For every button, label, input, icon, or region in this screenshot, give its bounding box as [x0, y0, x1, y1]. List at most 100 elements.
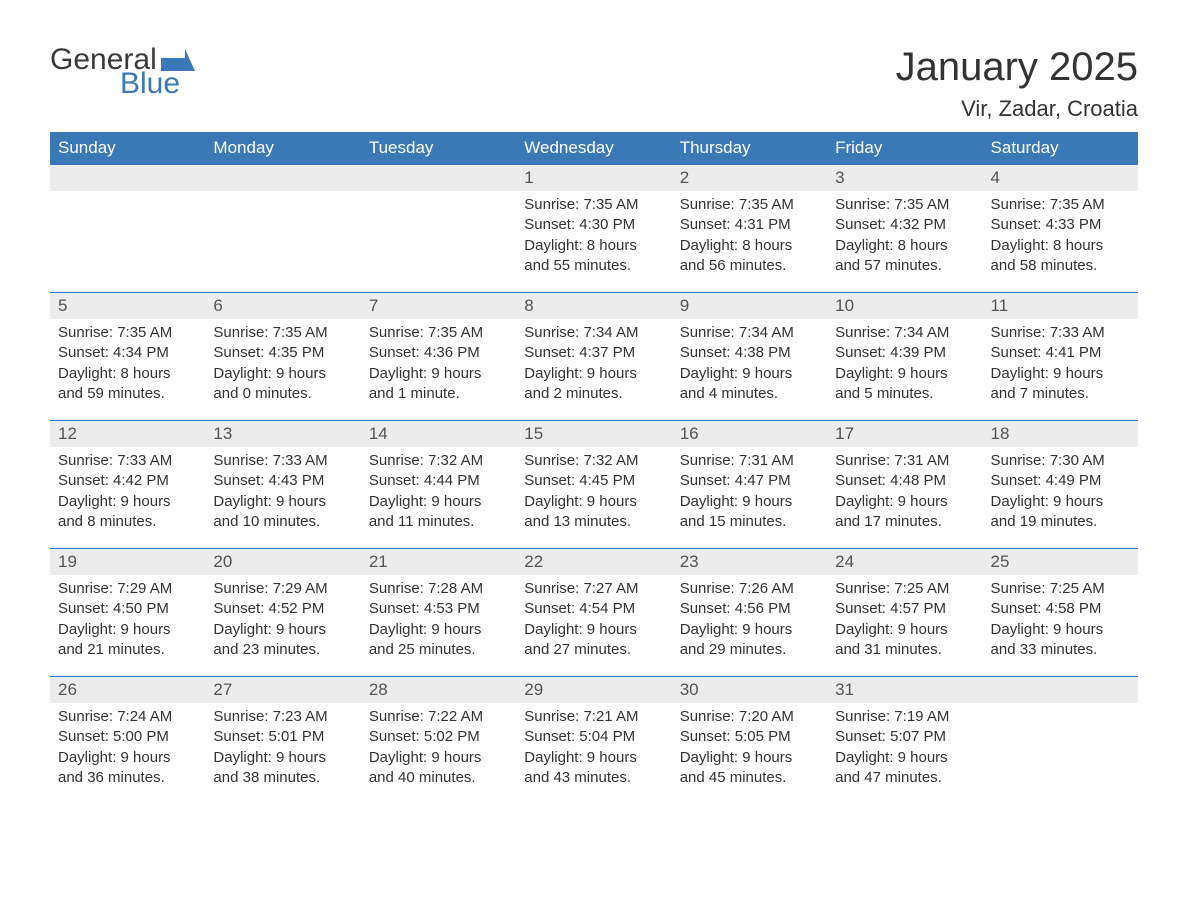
sunset-line: Sunset: 4:38 PM [680, 343, 819, 363]
day-body: Sunrise: 7:34 AMSunset: 4:38 PMDaylight:… [672, 319, 827, 408]
calendar-head: SundayMondayTuesdayWednesdayThursdayFrid… [50, 132, 1138, 165]
day-body: Sunrise: 7:24 AMSunset: 5:00 PMDaylight:… [50, 703, 205, 792]
day-number: 21 [361, 549, 516, 575]
daylight-line: Daylight: 8 hours and 56 minutes. [680, 236, 819, 277]
day-cell [50, 165, 205, 293]
sunset-line: Sunset: 4:57 PM [835, 599, 974, 619]
sunset-line: Sunset: 4:43 PM [213, 471, 352, 491]
sunset-line: Sunset: 5:05 PM [680, 727, 819, 747]
day-body: Sunrise: 7:35 AMSunset: 4:32 PMDaylight:… [827, 191, 982, 280]
daylight-line: Daylight: 9 hours and 31 minutes. [835, 620, 974, 661]
logo-blue-text: Blue [120, 69, 195, 99]
sunset-line: Sunset: 4:34 PM [58, 343, 197, 363]
empty-day-bar [361, 165, 516, 191]
day-number: 25 [983, 549, 1138, 575]
day-cell: 20Sunrise: 7:29 AMSunset: 4:52 PMDayligh… [205, 549, 360, 677]
day-cell: 19Sunrise: 7:29 AMSunset: 4:50 PMDayligh… [50, 549, 205, 677]
day-cell: 21Sunrise: 7:28 AMSunset: 4:53 PMDayligh… [361, 549, 516, 677]
day-number: 6 [205, 293, 360, 319]
sunset-line: Sunset: 4:48 PM [835, 471, 974, 491]
day-cell: 29 Sunrise: 7:21 AMSunset: 5:04 PMDayligh… [516, 677, 671, 805]
weekday-header: Sunday [50, 132, 205, 165]
day-cell: 17Sunrise: 7:31 AMSunset: 4:48 PMDayligh… [827, 421, 982, 549]
day-number: 22 [516, 549, 671, 575]
daylight-line: Daylight: 9 hours and 21 minutes. [58, 620, 197, 661]
day-number: 8 [516, 293, 671, 319]
sunset-line: Sunset: 4:54 PM [524, 599, 663, 619]
daylight-line: Daylight: 9 hours and 23 minutes. [213, 620, 352, 661]
day-cell: 28Sunrise: 7:22 AMSunset: 5:02 PMDayligh… [361, 677, 516, 805]
weekday-row: SundayMondayTuesdayWednesdayThursdayFrid… [50, 132, 1138, 165]
daylight-line: Daylight: 9 hours and 27 minutes. [524, 620, 663, 661]
day-number: 16 [672, 421, 827, 447]
day-number: 29 [516, 677, 671, 703]
sunset-line: Sunset: 4:44 PM [369, 471, 508, 491]
sunset-line: Sunset: 4:36 PM [369, 343, 508, 363]
sunset-line: Sunset: 4:41 PM [991, 343, 1130, 363]
daylight-line: Daylight: 9 hours and 47 minutes. [835, 748, 974, 789]
day-body: Sunrise: 7:27 AMSunset: 4:54 PMDaylight:… [516, 575, 671, 664]
day-body: Sunrise: 7:33 AMSunset: 4:43 PMDaylight:… [205, 447, 360, 536]
day-number: 7 [361, 293, 516, 319]
sunrise-line: Sunrise: 7:32 AM [369, 451, 508, 471]
day-number: 13 [205, 421, 360, 447]
day-cell: 6Sunrise: 7:35 AMSunset: 4:35 PMDaylight… [205, 293, 360, 421]
daylight-line: Daylight: 8 hours and 57 minutes. [835, 236, 974, 277]
week-row: 19Sunrise: 7:29 AMSunset: 4:50 PMDayligh… [50, 549, 1138, 677]
day-number: 28 [361, 677, 516, 703]
sunset-line: Sunset: 4:52 PM [213, 599, 352, 619]
day-body: Sunrise: 7:22 AMSunset: 5:02 PMDaylight:… [361, 703, 516, 792]
sunset-line: Sunset: 4:42 PM [58, 471, 197, 491]
empty-day-bar [983, 677, 1138, 703]
day-number: 5 [50, 293, 205, 319]
sunrise-line: Sunrise: 7:29 AM [58, 579, 197, 599]
day-body: Sunrise: 7:34 AMSunset: 4:37 PMDaylight:… [516, 319, 671, 408]
day-cell: 8Sunrise: 7:34 AMSunset: 4:37 PMDaylight… [516, 293, 671, 421]
sunset-line: Sunset: 4:31 PM [680, 215, 819, 235]
daylight-line: Daylight: 8 hours and 59 minutes. [58, 364, 197, 405]
sunrise-line: Sunrise: 7:34 AM [524, 323, 663, 343]
day-body: Sunrise: 7:25 AMSunset: 4:57 PMDaylight:… [827, 575, 982, 664]
day-body: Sunrise: 7:29 AMSunset: 4:50 PMDaylight:… [50, 575, 205, 664]
week-row: 12Sunrise: 7:33 AMSunset: 4:42 PMDayligh… [50, 421, 1138, 549]
day-body: Sunrise: 7:28 AMSunset: 4:53 PMDaylight:… [361, 575, 516, 664]
day-number: 31 [827, 677, 982, 703]
day-cell: 14Sunrise: 7:32 AMSunset: 4:44 PMDayligh… [361, 421, 516, 549]
sunrise-line: Sunrise: 7:25 AM [991, 579, 1130, 599]
sunrise-line: Sunrise: 7:28 AM [369, 579, 508, 599]
day-cell: 7Sunrise: 7:35 AMSunset: 4:36 PMDaylight… [361, 293, 516, 421]
daylight-line: Daylight: 9 hours and 8 minutes. [58, 492, 197, 533]
day-cell: 23Sunrise: 7:26 AMSunset: 4:56 PMDayligh… [672, 549, 827, 677]
sunset-line: Sunset: 5:00 PM [58, 727, 197, 747]
day-number: 1 [516, 165, 671, 191]
day-cell [205, 165, 360, 293]
daylight-line: Daylight: 9 hours and 5 minutes. [835, 364, 974, 405]
sunrise-line: Sunrise: 7:35 AM [58, 323, 197, 343]
day-number: 18 [983, 421, 1138, 447]
weekday-header: Saturday [983, 132, 1138, 165]
sunset-line: Sunset: 4:58 PM [991, 599, 1130, 619]
day-cell: 27Sunrise: 7:23 AMSunset: 5:01 PMDayligh… [205, 677, 360, 805]
sunrise-line: Sunrise: 7:34 AM [835, 323, 974, 343]
day-number: 2 [672, 165, 827, 191]
day-body: Sunrise: 7:23 AMSunset: 5:01 PMDaylight:… [205, 703, 360, 792]
day-number: 3 [827, 165, 982, 191]
daylight-line: Daylight: 8 hours and 55 minutes. [524, 236, 663, 277]
day-body: Sunrise: 7:35 AMSunset: 4:33 PMDaylight:… [983, 191, 1138, 280]
week-row: 26Sunrise: 7:24 AMSunset: 5:00 PMDayligh… [50, 677, 1138, 805]
sunrise-line: Sunrise: 7:21 AM [524, 707, 663, 727]
day-body: Sunrise: 7:35 AMSunset: 4:30 PMDaylight:… [516, 191, 671, 280]
day-number: 24 [827, 549, 982, 575]
sunset-line: Sunset: 5:04 PM [524, 727, 663, 747]
daylight-line: Daylight: 9 hours and 17 minutes. [835, 492, 974, 533]
day-body: Sunrise: 7:32 AMSunset: 4:45 PMDaylight:… [516, 447, 671, 536]
day-cell: 5 Sunrise: 7:35 AMSunset: 4:34 PMDaylight… [50, 293, 205, 421]
sunset-line: Sunset: 4:47 PM [680, 471, 819, 491]
daylight-line: Daylight: 9 hours and 43 minutes. [524, 748, 663, 789]
sunrise-line: Sunrise: 7:35 AM [835, 195, 974, 215]
day-cell: 4Sunrise: 7:35 AMSunset: 4:33 PMDaylight… [983, 165, 1138, 293]
sunrise-line: Sunrise: 7:33 AM [58, 451, 197, 471]
daylight-line: Daylight: 9 hours and 38 minutes. [213, 748, 352, 789]
day-number: 20 [205, 549, 360, 575]
sunset-line: Sunset: 4:56 PM [680, 599, 819, 619]
